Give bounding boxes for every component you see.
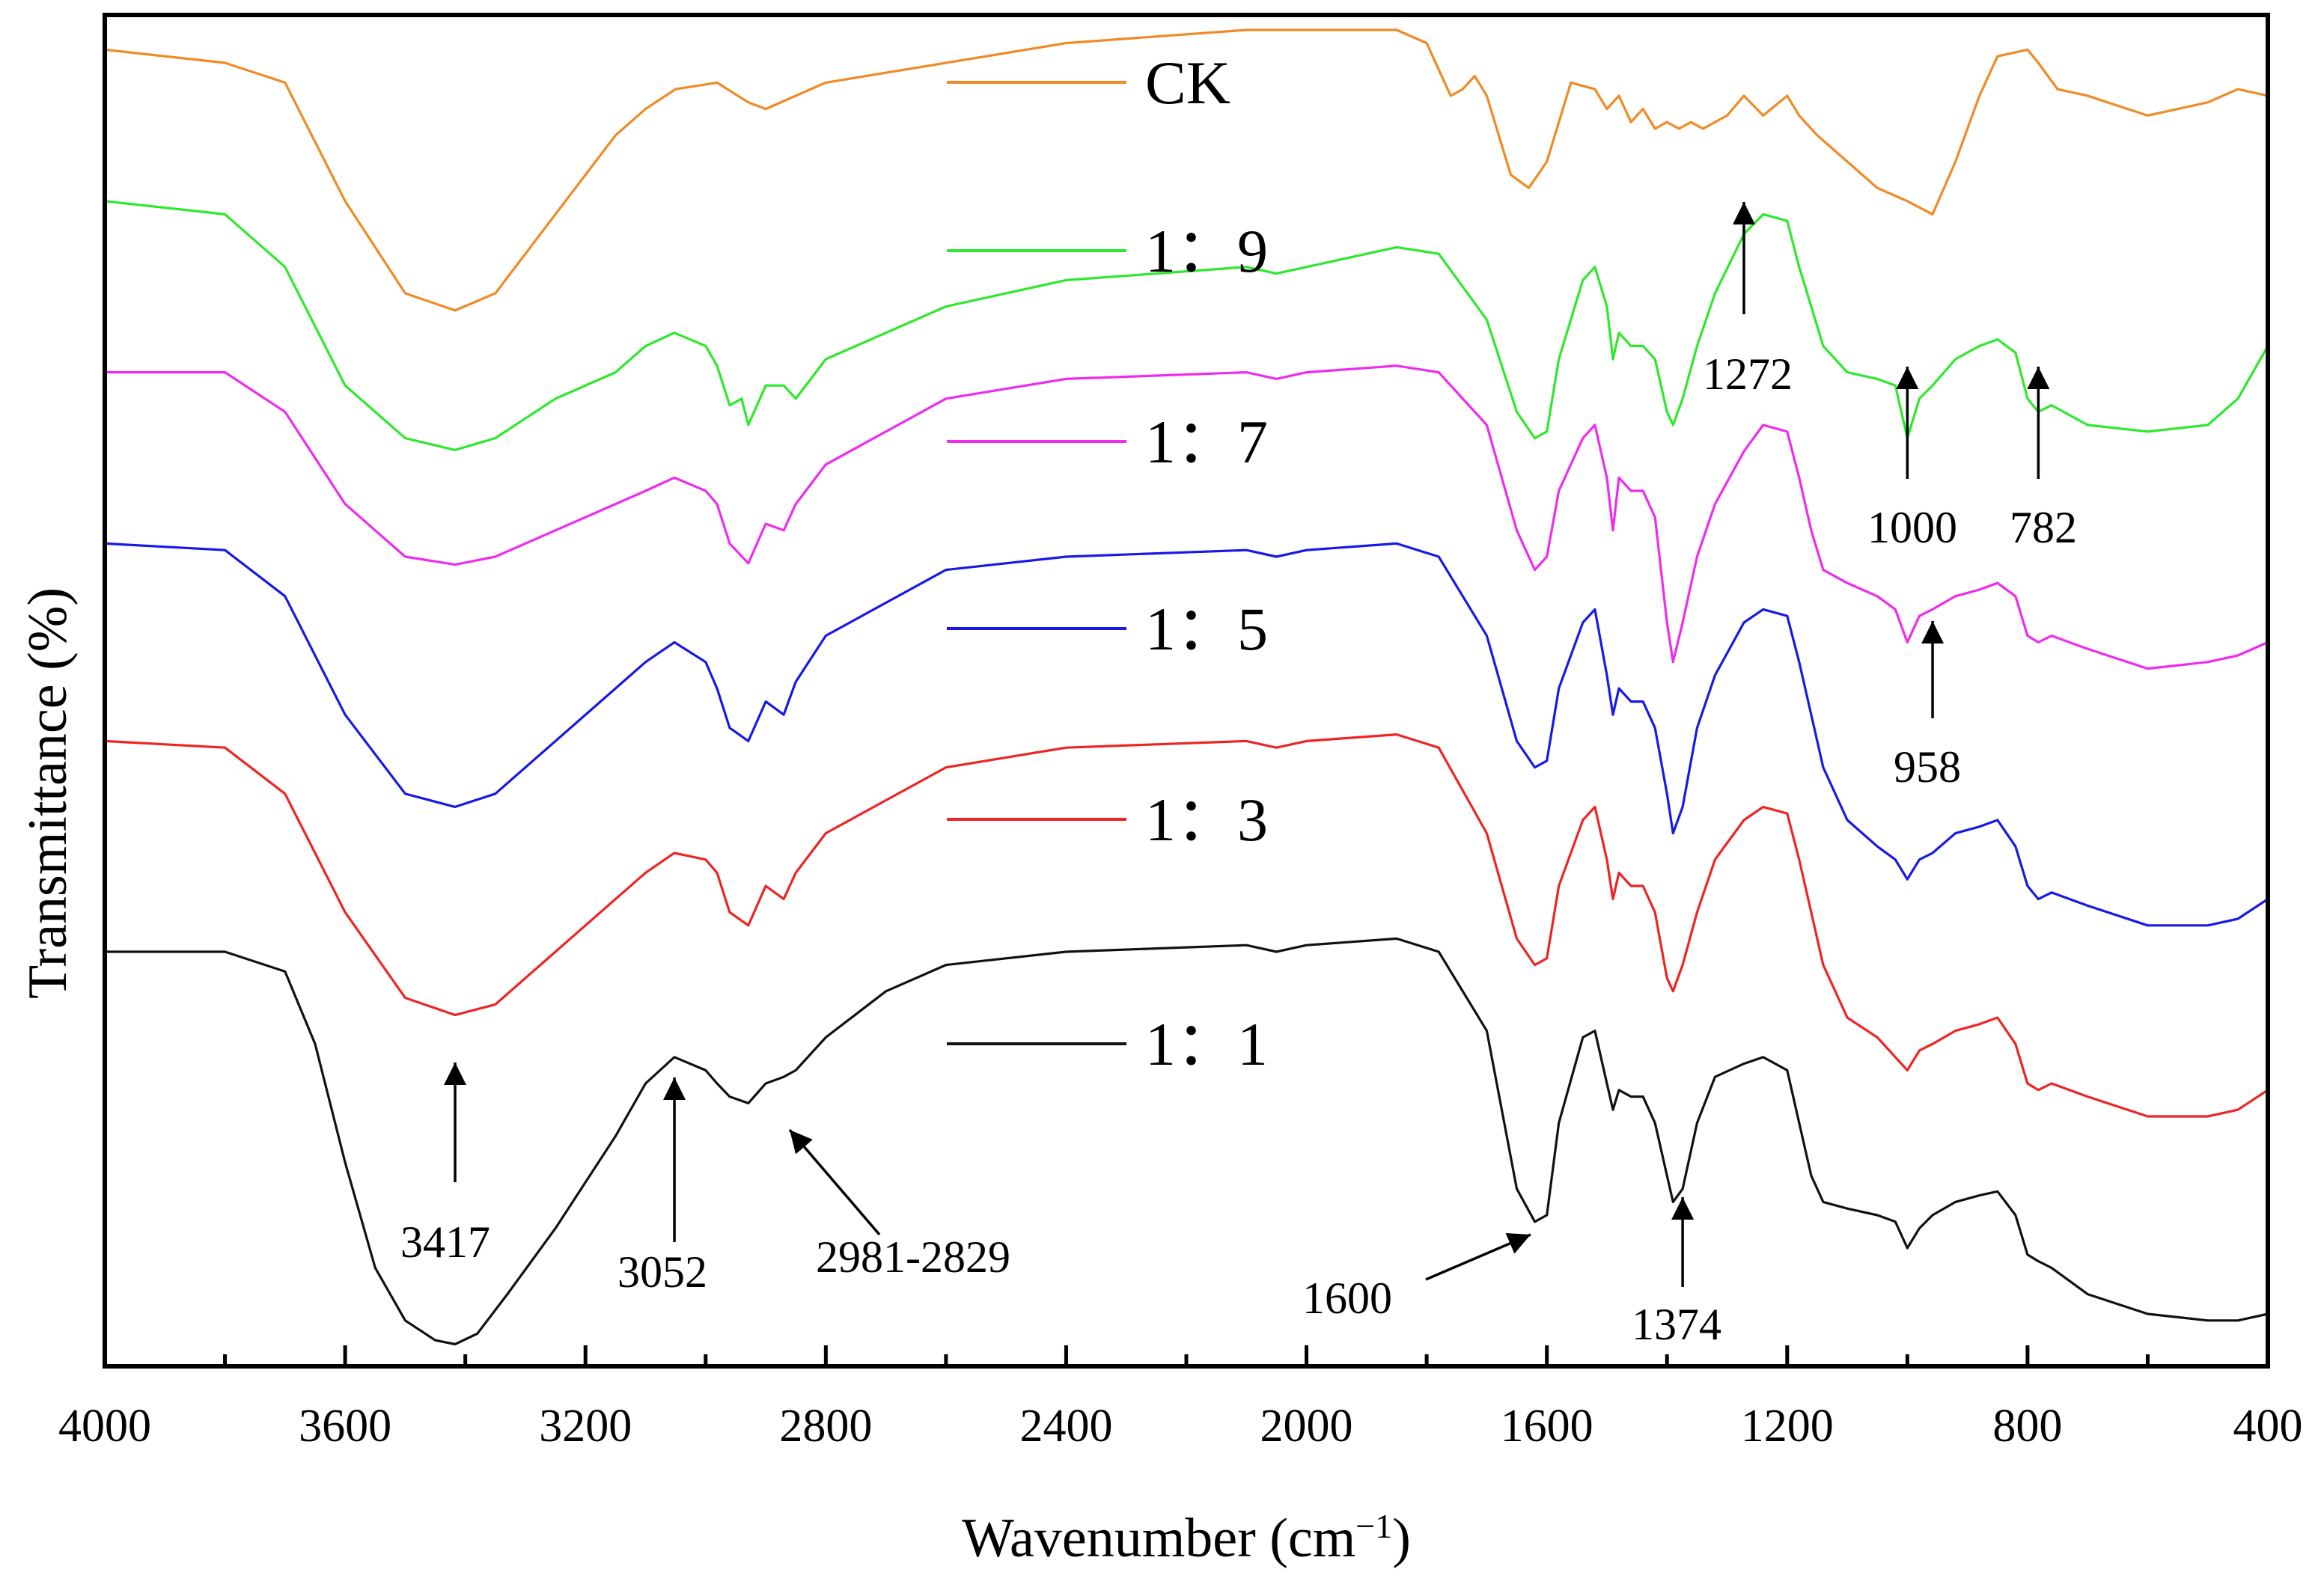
x-tick-label-3: 2800 — [779, 1401, 872, 1452]
x-tick-label-7: 1200 — [1741, 1401, 1834, 1452]
y-axis-title: Transmittance (%) — [17, 587, 79, 999]
annotation-label-1: 3052 — [617, 1247, 707, 1297]
x-tick-label-4: 2400 — [1019, 1401, 1112, 1452]
legend-label-3: 1：5 — [1145, 595, 1268, 663]
legend: CK 1：9 1：7 1：5 1：3 1：1 — [947, 49, 1268, 1078]
series-line-3 — [104, 542, 2269, 927]
annotation-label-7: 958 — [1894, 742, 1961, 792]
x-tick-label-6: 1600 — [1501, 1401, 1593, 1452]
x-tick-label-9: 400 — [2233, 1401, 2303, 1452]
series-line-2 — [105, 364, 2269, 670]
annotation-label-8: 782 — [2010, 503, 2077, 552]
x-tick-label-2: 3200 — [539, 1401, 632, 1452]
x-axis-title-close: ) — [1392, 1508, 1411, 1569]
x-tick-label-1: 3600 — [299, 1401, 391, 1452]
x-tick-label-8: 800 — [1992, 1401, 2062, 1452]
annotation-label-4: 1374 — [1632, 1300, 1721, 1349]
legend-label-4: 1：3 — [1145, 786, 1268, 854]
series-line-5 — [105, 937, 2269, 1346]
x-axis-title-main: Wavenumber (cm — [962, 1508, 1355, 1569]
legend-label-1: 1：9 — [1145, 217, 1268, 285]
annotation-label-6: 1000 — [1867, 503, 1957, 552]
series-line-1 — [104, 200, 2269, 451]
annotation-arrow-3 — [1425, 1233, 1531, 1281]
annotation-label-5: 1272 — [1703, 349, 1793, 399]
x-tick-label-5: 2000 — [1260, 1401, 1353, 1452]
annotation-label-3: 1600 — [1302, 1274, 1392, 1323]
annotation-label-2: 2981-2829 — [816, 1232, 1010, 1282]
x-tick-label-0: 4000 — [58, 1401, 151, 1452]
annotation-arrow-2 — [788, 1128, 881, 1236]
spectra-lines — [104, 28, 2269, 1346]
peak-annotations: 3417 3052 2981-2829 1600 1374 1272 1000 958 782 — [400, 202, 2077, 1349]
legend-label-0: CK — [1145, 49, 1230, 117]
x-axis-title: Wavenumber (cm−1) — [962, 1507, 1411, 1570]
series-line-0 — [104, 28, 2269, 312]
legend-label-5: 1：1 — [1145, 1010, 1268, 1078]
x-axis-ticks: 4000 3600 3200 2800 2400 2000 1600 1200 800 400 — [58, 1345, 2303, 1452]
annotation-label-0: 3417 — [400, 1217, 490, 1267]
series-line-4 — [104, 733, 2269, 1118]
legend-label-2: 1：7 — [1145, 408, 1268, 476]
x-axis-title-superscript: −1 — [1355, 1507, 1392, 1545]
